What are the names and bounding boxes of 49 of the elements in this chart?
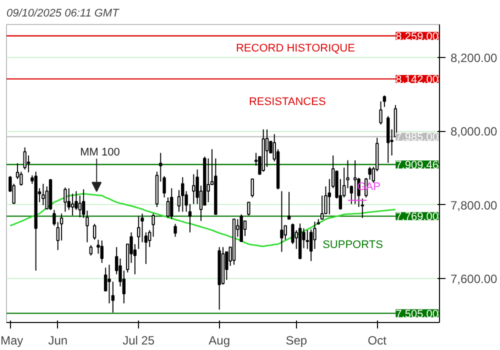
annotation: RECORD HISTORIQUE [236,42,355,54]
candlestick [174,223,177,238]
candlestick [265,128,269,168]
y-tick-label: 8,000.00 [450,124,498,139]
candlestick [287,191,291,220]
candlestick [70,193,74,216]
x-tick-label: Jul 25 [122,334,155,348]
candlestick [78,195,82,218]
x-tick-label: Sep [286,334,308,348]
candlestick [250,178,254,198]
candlestick [284,225,287,240]
candlestick [291,223,294,245]
ref-line-label: 8,259.00 [396,30,439,43]
candlestick [152,213,155,238]
candlestick [111,281,115,314]
candlestick [320,195,324,220]
candlestick [247,202,250,216]
candlestick [206,158,210,203]
annotation: RESISTANCES [248,96,326,108]
ref-line-label: 7,909.46 [396,160,439,172]
candlestick [354,160,357,205]
candlestick [137,216,140,250]
candlestick [100,240,104,264]
candlestick [89,244,92,256]
candlestick [181,176,184,212]
ref-line-label: 7,505.00 [396,308,439,320]
candlestick [42,183,45,206]
x-tick-label: Jun [48,334,68,348]
text: MM 100 [80,146,120,159]
candlestick [64,186,67,212]
x-tick-label: May [0,334,24,348]
candlestick [306,230,309,250]
chart-title: 09/10/2025 06:11 GMT [6,8,120,20]
candlestick [26,154,30,173]
annotation: SUPPORTS [322,239,383,252]
x-tick-label: Oct [368,334,388,348]
x-tick-label: Aug [208,334,230,348]
candlestick [92,223,96,240]
ref-line-label: 7,985.00 [396,132,439,144]
candlestick [368,166,372,180]
y-tick-label: 7,800.00 [450,198,498,212]
candlestick [170,188,174,220]
y-tick-label: 7,600.00 [450,272,498,286]
candlestick [280,190,284,252]
candlestick [166,196,170,219]
candlestick [23,146,26,170]
y-tick-label: 8,200.00 [450,51,498,66]
ref-line-label: 8,142.00 [396,74,439,86]
candlestick [192,174,196,205]
